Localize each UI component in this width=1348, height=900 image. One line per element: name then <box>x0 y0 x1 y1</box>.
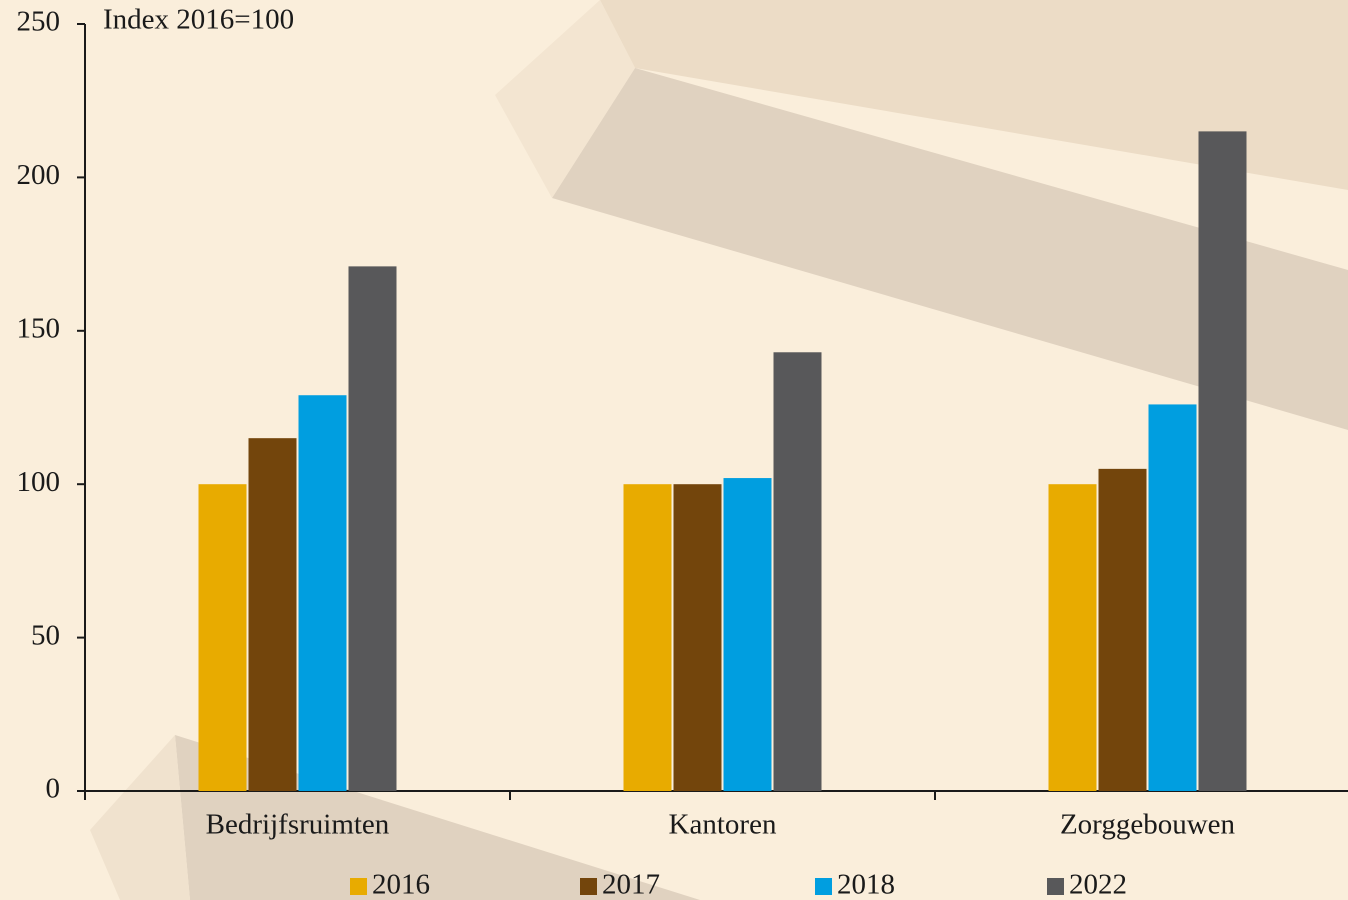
bar <box>199 484 247 791</box>
legend-swatch <box>580 878 597 895</box>
bar <box>299 395 347 791</box>
legend-label: 2017 <box>602 869 660 900</box>
bar <box>1149 404 1197 791</box>
chart: Index 2016=100 0 50 100 150 200 250 Bedrijfsru… <box>0 0 1348 900</box>
legend-label: 2022 <box>1069 869 1127 900</box>
bar <box>249 438 297 791</box>
bar <box>724 478 772 791</box>
bar <box>1099 469 1147 791</box>
bar <box>349 266 397 791</box>
y-tick-label: 200 <box>17 159 61 191</box>
y-tick-label: 50 <box>31 619 60 651</box>
legend-swatch <box>350 878 367 895</box>
legend-label: 2016 <box>372 869 430 900</box>
y-tick-label: 100 <box>17 466 61 498</box>
legend-swatch <box>1047 878 1064 895</box>
x-tick-label: Bedrijfsruimten <box>206 809 390 841</box>
y-tick-label: 150 <box>17 312 61 344</box>
bar <box>1049 484 1097 791</box>
y-axis-label: Index 2016=100 <box>103 4 294 36</box>
y-tick-label: 250 <box>17 6 61 38</box>
bar <box>624 484 672 791</box>
y-tick-label: 0 <box>46 773 61 805</box>
x-tick-label: Kantoren <box>669 809 777 841</box>
x-tick-label: Zorggebouwen <box>1060 809 1236 841</box>
bar <box>774 352 822 791</box>
legend-swatch <box>815 878 832 895</box>
legend-label: 2018 <box>837 869 895 900</box>
bar <box>674 484 722 791</box>
bar <box>1199 131 1247 791</box>
